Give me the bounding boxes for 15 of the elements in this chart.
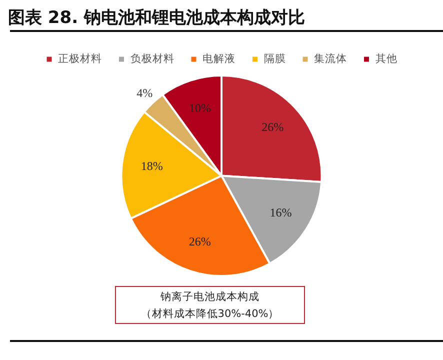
data-label: 10% — [188, 101, 211, 116]
text: 钠离子电池成本构成 — [160, 290, 260, 305]
legend-label: 负极材料 — [130, 52, 174, 66]
data-label: 26% — [262, 120, 284, 134]
text: （材料成本降低30%-40%） — [140, 307, 280, 322]
legend-label: 电解液 — [202, 52, 236, 66]
legend-label: 隔膜 — [264, 53, 286, 66]
data-label: 26% — [188, 234, 211, 249]
data-label: 16% — [270, 206, 292, 220]
legend-label: 正极材料 — [58, 52, 102, 66]
chart-title: 图表 28. 钠电池和锂电池成本构成对比 — [8, 7, 305, 29]
legend-label: 集流体 — [314, 52, 347, 66]
data-label: 18% — [140, 159, 163, 174]
legend-label: 其他 — [375, 52, 398, 66]
data-label: 4% — [136, 86, 153, 100]
